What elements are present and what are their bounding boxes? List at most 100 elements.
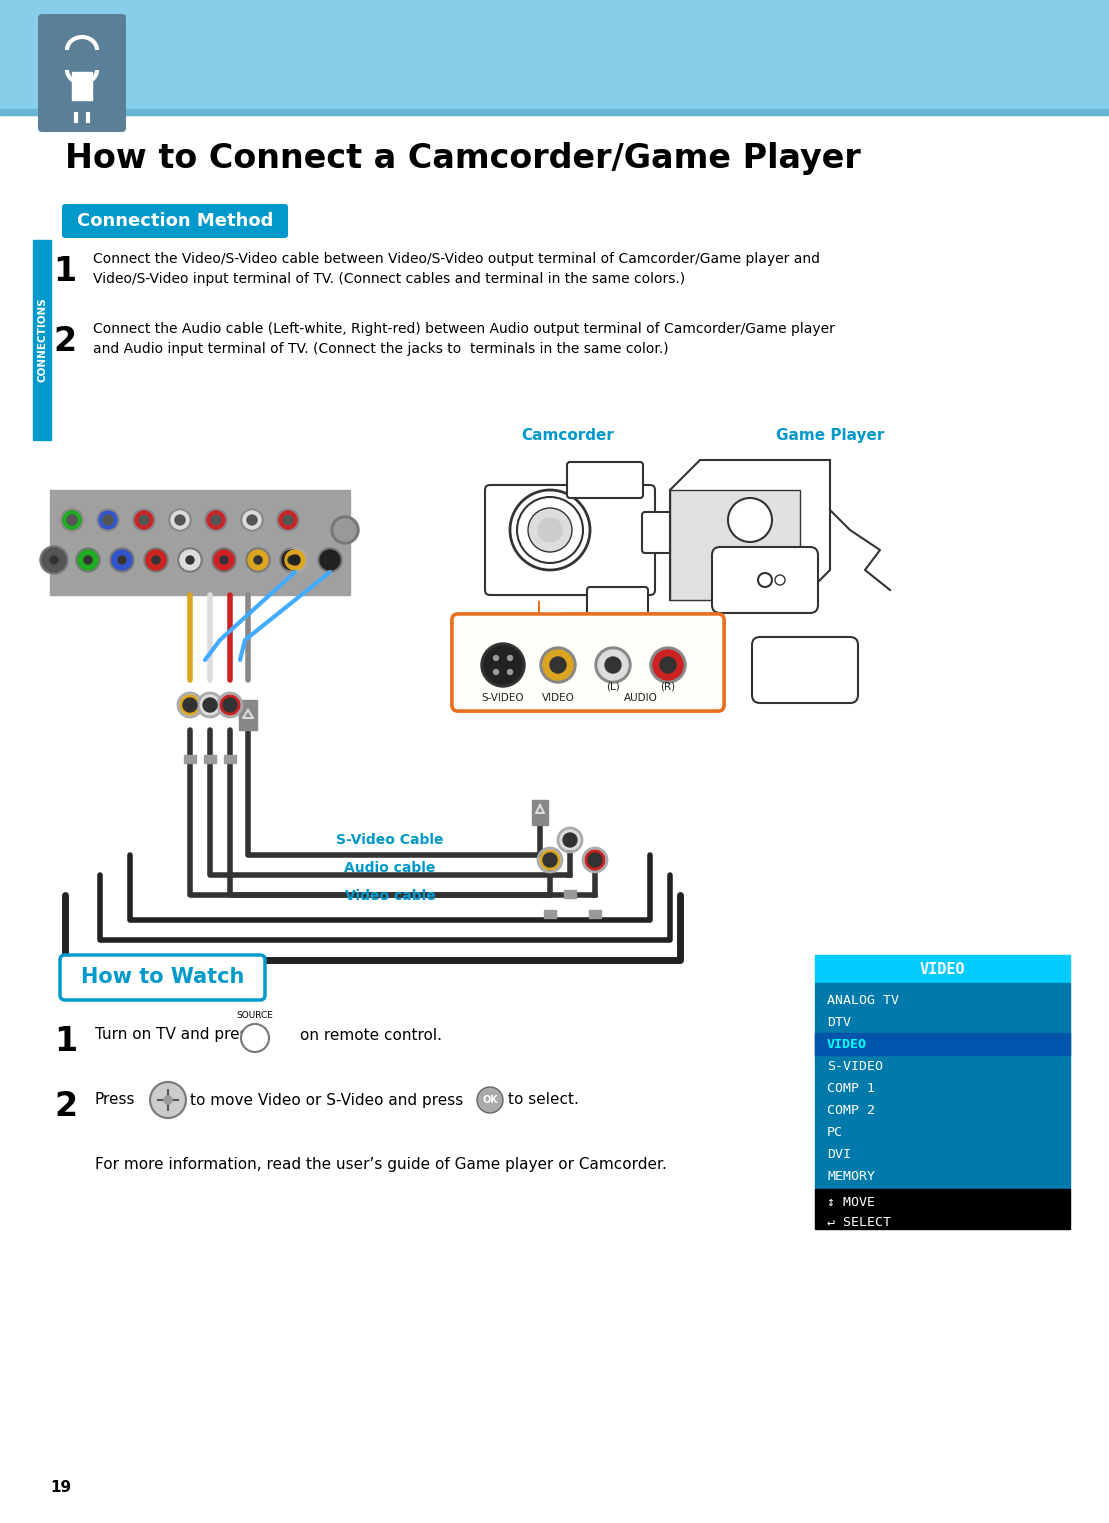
- FancyBboxPatch shape: [485, 484, 655, 595]
- Circle shape: [223, 698, 237, 711]
- Text: Video cable: Video cable: [345, 889, 436, 903]
- FancyBboxPatch shape: [567, 461, 643, 498]
- Text: Audio cable: Audio cable: [344, 860, 436, 876]
- Bar: [815, 982, 1070, 1189]
- Text: COMP 2: COMP 2: [827, 1104, 875, 1116]
- Text: ↕ MOVE: ↕ MOVE: [827, 1197, 875, 1209]
- Circle shape: [330, 516, 359, 544]
- Text: PC: PC: [827, 1125, 843, 1139]
- Text: S-VIDEO: S-VIDEO: [827, 1060, 883, 1072]
- Text: to move Video or S-Video and press: to move Video or S-Video and press: [190, 1092, 464, 1107]
- Bar: [564, 889, 576, 899]
- Circle shape: [207, 512, 225, 528]
- Circle shape: [560, 830, 580, 850]
- Bar: [545, 911, 556, 918]
- Text: (R): (R): [661, 681, 675, 691]
- Text: How to Connect a Camcorder/Game Player: How to Connect a Camcorder/Game Player: [65, 142, 861, 175]
- Polygon shape: [670, 460, 830, 600]
- Circle shape: [517, 496, 583, 564]
- Text: Connect the Video/S-Video cable between Video/S-Video output terminal of Camcord: Connect the Video/S-Video cable between …: [93, 251, 820, 285]
- Circle shape: [96, 509, 119, 532]
- Bar: [532, 800, 548, 825]
- Text: COMP 1: COMP 1: [827, 1081, 875, 1095]
- Circle shape: [650, 647, 686, 682]
- FancyBboxPatch shape: [642, 512, 678, 553]
- Circle shape: [183, 698, 197, 711]
- Circle shape: [220, 694, 240, 714]
- Text: Press: Press: [95, 1092, 135, 1107]
- Circle shape: [540, 647, 576, 682]
- Circle shape: [484, 646, 522, 684]
- Circle shape: [84, 556, 92, 564]
- Circle shape: [494, 655, 499, 661]
- Text: ↵ SELECT: ↵ SELECT: [827, 1217, 891, 1229]
- Text: 2: 2: [54, 1090, 78, 1122]
- Circle shape: [175, 515, 185, 525]
- Circle shape: [288, 556, 296, 564]
- Polygon shape: [540, 599, 570, 618]
- Circle shape: [179, 548, 202, 573]
- Text: VIDEO: VIDEO: [919, 961, 965, 976]
- Text: S-VIDEO: S-VIDEO: [481, 693, 525, 704]
- FancyBboxPatch shape: [587, 586, 648, 623]
- Circle shape: [563, 833, 577, 847]
- Circle shape: [133, 509, 155, 532]
- Circle shape: [660, 656, 676, 673]
- Circle shape: [318, 548, 342, 573]
- Text: How to Watch: How to Watch: [81, 967, 245, 987]
- Text: Game Player: Game Player: [776, 428, 884, 443]
- Circle shape: [169, 509, 191, 532]
- Circle shape: [540, 850, 560, 870]
- FancyBboxPatch shape: [712, 547, 818, 612]
- Circle shape: [289, 554, 301, 565]
- Circle shape: [186, 556, 194, 564]
- Bar: [184, 755, 196, 763]
- Circle shape: [283, 515, 293, 525]
- Circle shape: [164, 1097, 172, 1104]
- Circle shape: [279, 512, 297, 528]
- Circle shape: [277, 509, 299, 532]
- Text: OK: OK: [482, 1095, 498, 1106]
- Circle shape: [203, 698, 217, 711]
- Circle shape: [247, 515, 257, 525]
- Circle shape: [77, 548, 100, 573]
- Circle shape: [757, 573, 772, 586]
- Circle shape: [510, 490, 590, 570]
- Bar: [224, 755, 236, 763]
- Circle shape: [150, 1081, 186, 1118]
- Circle shape: [152, 556, 160, 564]
- Circle shape: [588, 853, 602, 867]
- Text: Connection Method: Connection Method: [77, 212, 273, 230]
- Circle shape: [205, 509, 227, 532]
- Circle shape: [211, 515, 221, 525]
- Bar: [33, 241, 51, 440]
- Circle shape: [139, 515, 149, 525]
- FancyBboxPatch shape: [62, 204, 288, 238]
- Text: For more information, read the user’s guide of Game player or Camcorder.: For more information, read the user’s gu…: [95, 1157, 667, 1173]
- Circle shape: [550, 656, 566, 673]
- Circle shape: [248, 550, 268, 570]
- Circle shape: [78, 550, 98, 570]
- Text: Camcorder: Camcorder: [521, 428, 614, 443]
- Circle shape: [220, 556, 228, 564]
- Circle shape: [728, 498, 772, 542]
- Circle shape: [180, 550, 200, 570]
- Text: on remote control.: on remote control.: [301, 1028, 442, 1043]
- Circle shape: [586, 850, 606, 870]
- Text: 19: 19: [50, 1479, 71, 1494]
- Circle shape: [200, 694, 220, 714]
- Text: ANALOG TV: ANALOG TV: [827, 993, 899, 1007]
- Circle shape: [135, 512, 153, 528]
- Circle shape: [538, 518, 562, 542]
- Bar: [240, 701, 257, 730]
- Circle shape: [50, 556, 58, 564]
- Text: Connect the Audio cable (Left-white, Right-red) between Audio output terminal of: Connect the Audio cable (Left-white, Rig…: [93, 321, 835, 355]
- Circle shape: [243, 512, 261, 528]
- Text: 2: 2: [53, 324, 77, 358]
- Text: CONNECTIONS: CONNECTIONS: [37, 297, 47, 382]
- Circle shape: [598, 650, 628, 679]
- Circle shape: [543, 853, 557, 867]
- Circle shape: [214, 550, 234, 570]
- Circle shape: [146, 550, 166, 570]
- Bar: [50, 490, 350, 595]
